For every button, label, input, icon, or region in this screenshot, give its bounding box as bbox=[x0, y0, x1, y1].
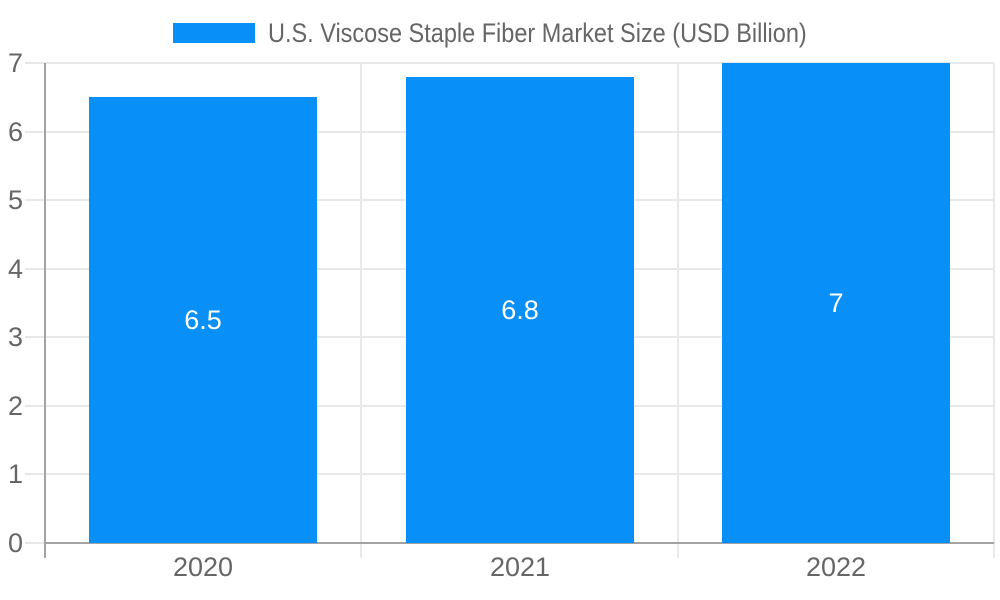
y-tick-label: 6 bbox=[7, 116, 23, 147]
x-tick-label: 2022 bbox=[805, 552, 867, 582]
bar-2021[interactable] bbox=[406, 77, 634, 543]
v-gridline bbox=[360, 63, 363, 558]
y-tick-mark bbox=[25, 473, 45, 476]
y-tick-mark bbox=[25, 542, 45, 544]
y-tick-label: 0 bbox=[7, 528, 23, 558]
bar-value-label: 6.8 bbox=[501, 295, 539, 325]
y-tick-label: 1 bbox=[7, 459, 23, 490]
y-tick-mark bbox=[25, 404, 45, 407]
y-tick-label: 5 bbox=[7, 185, 23, 216]
y-tick-mark bbox=[25, 199, 45, 202]
y-axis-line bbox=[44, 63, 46, 558]
y-tick-label: 4 bbox=[7, 253, 23, 284]
bar-2022[interactable] bbox=[722, 63, 950, 543]
y-tick-mark bbox=[25, 130, 45, 133]
h-gridline bbox=[45, 62, 994, 64]
y-tick-label: 2 bbox=[7, 390, 23, 421]
y-tick-mark bbox=[25, 336, 45, 339]
v-gridline bbox=[676, 63, 679, 558]
v-gridline bbox=[993, 63, 995, 558]
x-tick-label: 2021 bbox=[489, 552, 551, 582]
x-axis-line bbox=[45, 542, 994, 544]
legend-swatch bbox=[173, 23, 255, 43]
y-tick-label: 7 bbox=[7, 48, 23, 78]
legend-title: U.S. Viscose Staple Fiber Market Size (U… bbox=[268, 18, 807, 48]
x-tick-label: 2020 bbox=[172, 552, 234, 582]
y-tick-mark bbox=[25, 62, 45, 64]
bar-2020[interactable] bbox=[89, 97, 317, 543]
y-tick-label: 3 bbox=[7, 322, 23, 353]
chart-legend[interactable]: U.S. Viscose Staple Fiber Market Size (U… bbox=[173, 13, 887, 53]
bar-value-label: 6.5 bbox=[184, 305, 222, 335]
y-tick-mark bbox=[25, 267, 45, 270]
bar-value-label: 7 bbox=[828, 288, 844, 318]
